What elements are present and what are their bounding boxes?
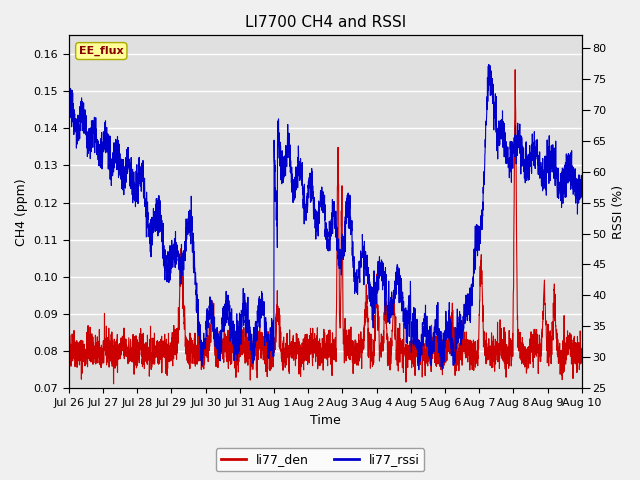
Y-axis label: RSSI (%): RSSI (%) (612, 185, 625, 239)
X-axis label: Time: Time (310, 414, 340, 427)
Title: LI7700 CH4 and RSSI: LI7700 CH4 and RSSI (244, 15, 406, 30)
Y-axis label: CH4 (ppm): CH4 (ppm) (15, 178, 28, 246)
Legend: li77_den, li77_rssi: li77_den, li77_rssi (216, 448, 424, 471)
Text: EE_flux: EE_flux (79, 46, 124, 56)
